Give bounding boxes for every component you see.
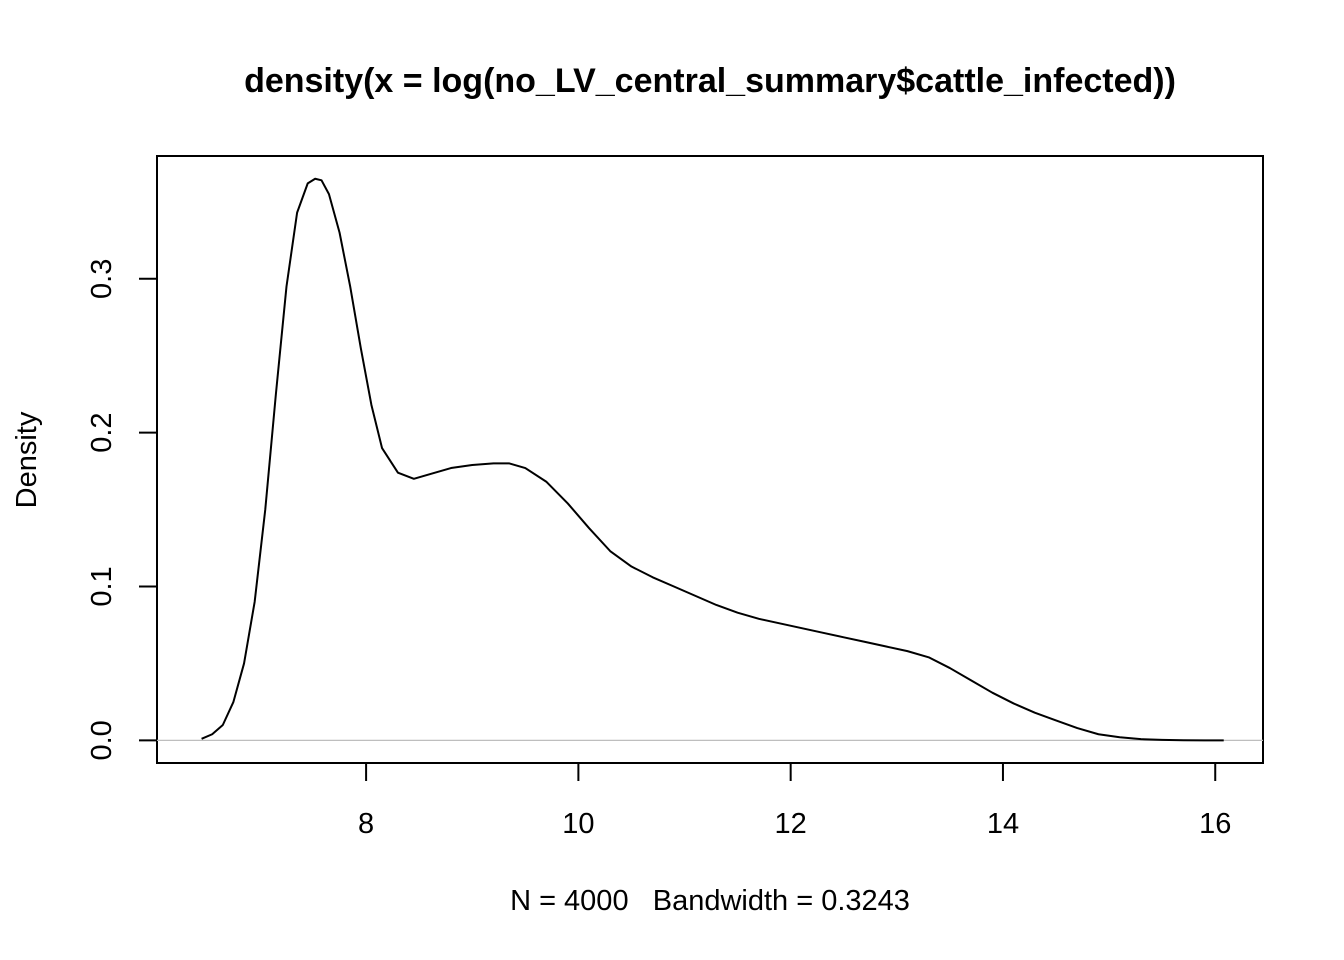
y-tick-label: 0.3 (86, 259, 118, 299)
x-tick-label: 12 (775, 808, 807, 840)
density-series (201, 177, 1224, 742)
y-tick-label: 0.2 (86, 412, 118, 452)
density-curve (201, 177, 1224, 742)
y-tick-label: 0.0 (86, 720, 118, 760)
x-tick-label: 14 (987, 808, 1019, 840)
x-tick-label: 10 (562, 808, 594, 840)
y-tick-label: 0.1 (86, 566, 118, 606)
y-axis: 0.0 0.1 0.2 0.3 (86, 259, 158, 761)
x-axis: 8 10 12 14 16 (358, 762, 1231, 840)
chart-title: density(x = log(no_LV_central_summary$ca… (244, 62, 1176, 100)
y-axis-label: Density (11, 411, 43, 508)
x-tick-label: 16 (1199, 808, 1231, 840)
plot-frame (156, 155, 1264, 764)
x-tick-label: 8 (358, 808, 374, 840)
x-axis-label: N = 4000 Bandwidth = 0.3243 (510, 885, 910, 917)
